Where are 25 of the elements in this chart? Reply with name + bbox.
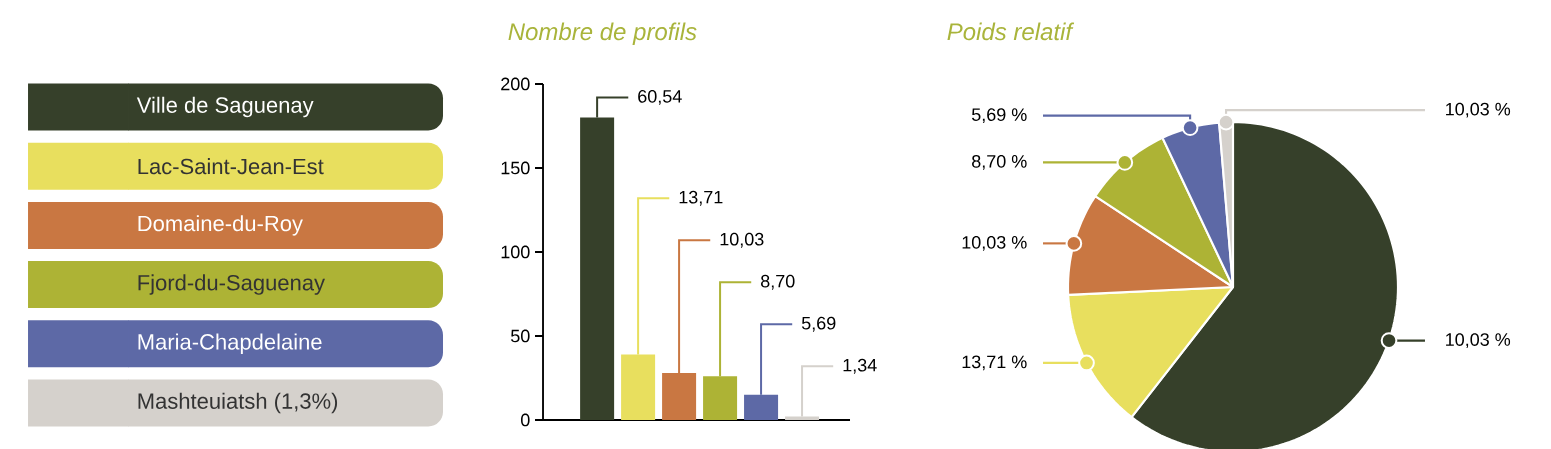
text: 5,69 % (971, 108, 1027, 124)
legend-label: Fjord-du-Saguenay (138, 274, 325, 295)
y-tick-label: 150 (501, 161, 530, 175)
y-tick-label: 100 (501, 245, 530, 259)
text: 10,03 % (1446, 333, 1511, 349)
legend-label: Mashteuiatsh (1,3%) (138, 392, 338, 414)
y-tick-label: 200 (501, 77, 530, 91)
annotation: 10,03 (720, 232, 764, 248)
chart-title: Nombre de profils (508, 22, 697, 45)
y-tick-label: 0 (521, 413, 530, 427)
annotation: 5,69 (801, 316, 836, 332)
annotation: 60,54 (638, 90, 682, 105)
legend-label: Maria-Chapdelaine (138, 333, 322, 355)
legend-label: Ville de Saguenay (136, 96, 314, 118)
annotation: 13,71 (679, 190, 723, 206)
chart-title: Poids relatif (947, 22, 1075, 41)
legend-label: Domaine-du-Roy (138, 215, 303, 236)
y-tick-label: 50 (510, 329, 530, 343)
legend-label: Lac-Saint-Jean-Est (138, 158, 324, 175)
annotation: 8,70 (761, 274, 795, 290)
annotation: 1,34 (843, 358, 877, 374)
text: 10,03 % (1446, 102, 1511, 118)
text: 13,71 % (962, 355, 1027, 371)
text: 10,03 % (962, 235, 1027, 251)
text: 8,70 % (972, 154, 1027, 170)
